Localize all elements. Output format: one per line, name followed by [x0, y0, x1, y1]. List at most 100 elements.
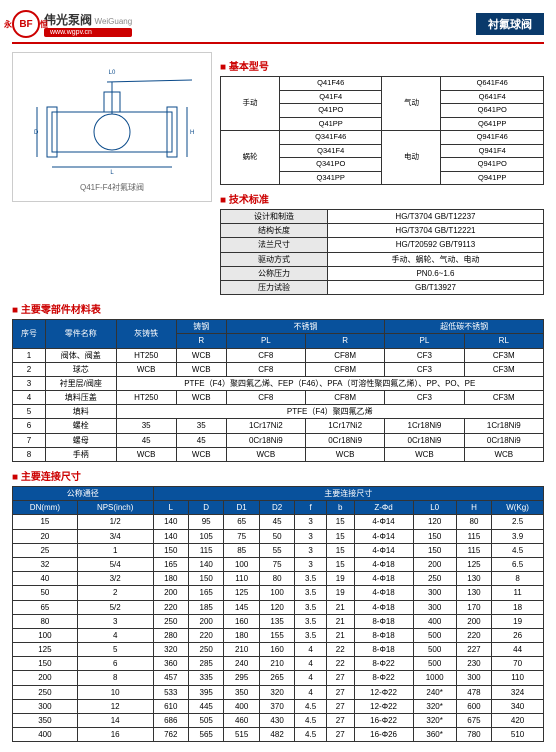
dim-cell: 5/4	[77, 557, 153, 571]
dim-cell: 130	[456, 572, 491, 586]
dim-cell: 27	[326, 699, 354, 713]
mat-cell: WCB	[176, 362, 226, 376]
std-cell: HG/T3704 GB/T12237	[327, 210, 543, 224]
mat-cell: 6	[13, 419, 46, 433]
dim-cell: 21	[326, 600, 354, 614]
dim-cell: 320*	[413, 714, 456, 728]
mat-cell: WCB	[116, 447, 176, 461]
mat-cell: 3	[13, 376, 46, 390]
logo-icon: 永 BF 恒	[12, 10, 40, 38]
dim-subheader: Z-Φd	[354, 501, 413, 515]
dim-cell: 150	[153, 543, 188, 557]
dim-cell: 3.9	[492, 529, 544, 543]
dim-cell: 125	[456, 557, 491, 571]
dim-cell: 445	[188, 699, 223, 713]
page-header: 永 BF 恒 伟光泵阀 WeiGuang www.wgpv.cn 衬氟球阀	[12, 10, 544, 44]
dim-cell: 4-Φ18	[354, 586, 413, 600]
mat-cell: CF8M	[305, 362, 384, 376]
dim-cell: 460	[224, 714, 259, 728]
mat-cell: CF3	[385, 348, 464, 362]
mat-cell: CF3M	[464, 391, 543, 405]
dim-cell: 125	[224, 586, 259, 600]
mat-cell: WCB	[176, 391, 226, 405]
material-table: 序号零件名称灰铸铁铸钢不锈钢超低碳不锈钢RPLRPLRL 1阀体、阀盖HT250…	[12, 319, 544, 462]
dim-cell: 320	[259, 685, 294, 699]
section-title-material: 主要零部件材料表	[12, 301, 544, 316]
dim-cell: 500	[413, 657, 456, 671]
dim-subheader: f	[295, 501, 327, 515]
brand-cn: 伟光泵阀	[44, 13, 92, 27]
mat-cell: 螺栓	[45, 419, 116, 433]
dim-cell: 15	[326, 529, 354, 543]
brand-text: 伟光泵阀 WeiGuang www.wgpv.cn	[44, 11, 132, 37]
dim-cell: 6.5	[492, 557, 544, 571]
dim-cell: 12-Φ22	[354, 685, 413, 699]
dim-cell: 8	[492, 572, 544, 586]
dim-cell: 19	[326, 572, 354, 586]
dim-cell: 125	[13, 643, 78, 657]
mat-header: 铸钢	[176, 320, 226, 334]
dim-cell: 762	[153, 728, 188, 742]
top-content-row: L0 L D H Q41F-F4衬氟球阀 基本型号 手动Q41F46气动Q641…	[12, 52, 544, 295]
mat-cell: 1Cr17Ni2	[226, 419, 305, 433]
dim-cell: 686	[153, 714, 188, 728]
dim-cell: 478	[456, 685, 491, 699]
dim-cell: 3/4	[77, 529, 153, 543]
mat-cell: CF8	[226, 362, 305, 376]
dim-cell: 155	[259, 628, 294, 642]
mat-cell: 1Cr18Ni9	[464, 419, 543, 433]
dim-cell: 140	[153, 529, 188, 543]
dim-subheader: NPS(inch)	[77, 501, 153, 515]
dim-cell: 160	[224, 614, 259, 628]
dim-cell: 4.5	[492, 543, 544, 557]
dim-cell: 3.5	[295, 600, 327, 614]
mat-cell: 衬里层/阀座	[45, 376, 116, 390]
mat-cell: 螺母	[45, 433, 116, 447]
mat-header: 灰铸铁	[116, 320, 176, 348]
std-cell: 驱动方式	[221, 252, 328, 266]
dim-cell: 80	[456, 515, 491, 529]
dim-cell: 16-Φ22	[354, 714, 413, 728]
dim-cell: 457	[153, 671, 188, 685]
mat-cell: CF8	[226, 348, 305, 362]
dim-cell: 324	[492, 685, 544, 699]
mat-cell: PTFE（F4）聚四氟乙烯	[116, 405, 543, 419]
logo-badge-text: BF	[19, 19, 32, 30]
dim-cell: 4-Φ14	[354, 529, 413, 543]
dim-cell: 675	[456, 714, 491, 728]
dim-subheader: H	[456, 501, 491, 515]
dim-cell: 25	[13, 543, 78, 557]
dim-cell: 400	[224, 699, 259, 713]
model-cell: Q41F46	[279, 77, 382, 91]
mat-cell: 5	[13, 405, 46, 419]
mat-cell: HT250	[116, 348, 176, 362]
product-title: 衬氟球阀	[476, 13, 544, 35]
mat-cell: 45	[176, 433, 226, 447]
dim-cell: 3	[295, 557, 327, 571]
svg-text:L0: L0	[109, 70, 116, 76]
dim-subheader: L0	[413, 501, 456, 515]
mat-cell: 阀体、阀盖	[45, 348, 116, 362]
dim-cell: 230	[456, 657, 491, 671]
dim-cell: 250	[153, 614, 188, 628]
dim-cell: 240	[224, 657, 259, 671]
mat-cell: 0Cr18Ni9	[226, 433, 305, 447]
dim-cell: 27	[326, 671, 354, 685]
dim-cell: 250	[13, 685, 78, 699]
dim-cell: 5/2	[77, 600, 153, 614]
dim-cell: 220	[153, 600, 188, 614]
mat-subheader: PL	[385, 334, 464, 348]
diagram-svg: L0 L D H	[22, 62, 202, 182]
dim-cell: 280	[153, 628, 188, 642]
dim-cell: 5	[77, 643, 153, 657]
dim-cell: 350	[13, 714, 78, 728]
std-cell: 设计和制造	[221, 210, 328, 224]
dim-cell: 300	[413, 600, 456, 614]
dim-subheader: D2	[259, 501, 294, 515]
dim-subheader: b	[326, 501, 354, 515]
model-cell: Q341F4	[279, 144, 382, 158]
mat-header: 不锈钢	[226, 320, 385, 334]
dim-cell: 600	[456, 699, 491, 713]
dim-cell: 32	[13, 557, 78, 571]
dim-cell: 165	[153, 557, 188, 571]
